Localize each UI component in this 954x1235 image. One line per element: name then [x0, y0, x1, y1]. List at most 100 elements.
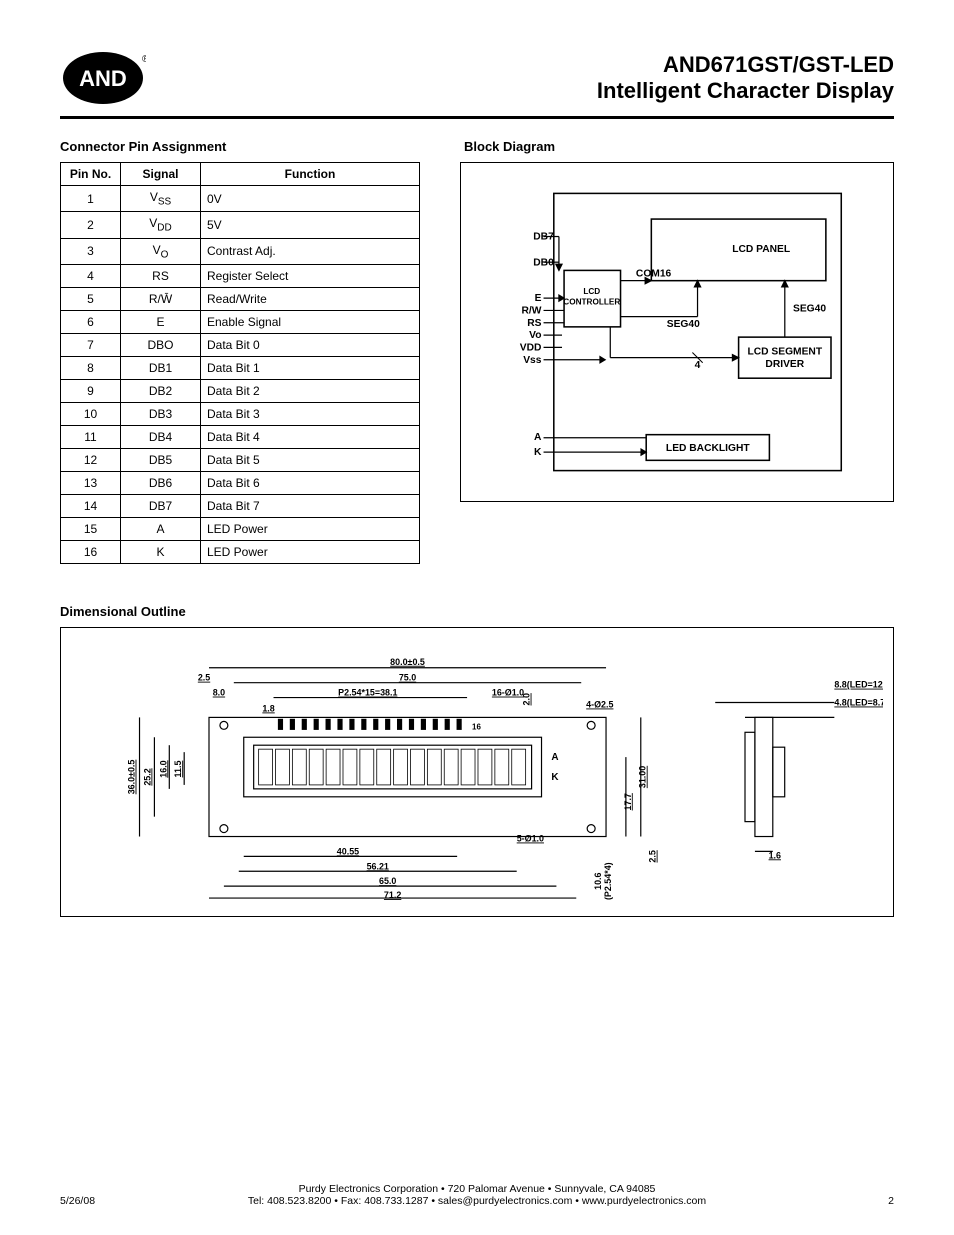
dim-80: 80.0±0.5	[390, 657, 425, 667]
table-row: 10DB3Data Bit 3	[61, 403, 420, 426]
segment-driver-label-2: DRIVER	[765, 359, 804, 370]
signal-cell: RS	[121, 265, 201, 288]
col-signal: Signal	[121, 163, 201, 186]
function-cell: LED Power	[201, 518, 420, 541]
function-cell: 0V	[201, 186, 420, 212]
pin-table-heading: Connector Pin Assignment	[60, 139, 420, 154]
dim-5hole: 5-Ø1.0	[517, 834, 544, 844]
dim-pitch: P2.54*15=38.1	[338, 688, 397, 698]
function-cell: Contrast Adj.	[201, 238, 420, 264]
dim-side-4-8: 4.8(LED=8.7)	[834, 698, 883, 708]
pin-no-cell: 2	[61, 212, 121, 238]
function-cell: Data Bit 4	[201, 426, 420, 449]
title-line2: Intelligent Character Display	[597, 78, 894, 104]
table-row: 5R/W̄Read/Write	[61, 288, 420, 311]
controller-label-2: CONTROLLER	[563, 297, 620, 306]
marker-a: A	[551, 752, 558, 763]
dim-p254-4: (P2.54*4)	[603, 862, 613, 900]
dim-h36: 36.0±0.5	[127, 760, 137, 795]
dim-4hole: 4-Ø2.5	[586, 700, 613, 710]
block-diagram-box: LCD PANEL LCD CONTROLLER LCD SEGMENT DRI…	[460, 162, 894, 502]
function-cell: Enable Signal	[201, 311, 420, 334]
dim-side-1-6: 1.6	[769, 851, 781, 861]
function-cell: Data Bit 7	[201, 495, 420, 518]
dim-side-8-8: 8.8(LED=12.7)	[834, 680, 883, 690]
table-row: 7DBOData Bit 0	[61, 334, 420, 357]
function-cell: Data Bit 0	[201, 334, 420, 357]
svg-text:®: ®	[142, 54, 146, 65]
table-row: 1VSS0V	[61, 186, 420, 212]
block-diagram-section: Block Diagram LCD PANEL LCD CONTROLLER L…	[460, 139, 894, 564]
title-line1: AND671GST/GST-LED	[597, 52, 894, 78]
table-row: 8DB1Data Bit 1	[61, 357, 420, 380]
pin-assignment-section: Connector Pin Assignment Pin No. Signal …	[60, 139, 420, 564]
controller-label-1: LCD	[583, 287, 600, 296]
title-block: AND671GST/GST-LED Intelligent Character …	[597, 52, 894, 104]
pin-no-cell: 6	[61, 311, 121, 334]
main-content: Connector Pin Assignment Pin No. Signal …	[60, 139, 894, 564]
dim-2-5b: 2.5	[648, 850, 658, 862]
input-vss: Vss	[523, 355, 542, 366]
dim-65: 65.0	[379, 876, 396, 886]
col-function: Function	[201, 163, 420, 186]
function-cell: LED Power	[201, 541, 420, 564]
pin16-label: 16	[472, 722, 481, 731]
pin-no-cell: 5	[61, 288, 121, 311]
signal-cell: R/W̄	[121, 288, 201, 311]
page-footer: Purdy Electronics Corporation • 720 Palo…	[60, 1183, 894, 1207]
dim-h11: 11.5	[173, 761, 183, 778]
dim-71-2: 71.2	[384, 890, 401, 900]
pin-no-cell: 14	[61, 495, 121, 518]
pin-table: Pin No. Signal Function 1VSS0V2VDD5V3VOC…	[60, 162, 420, 564]
dim-h16: 16.0	[158, 760, 168, 777]
signal-cell: K	[121, 541, 201, 564]
function-cell: Data Bit 1	[201, 357, 420, 380]
dim-h25: 25.2	[142, 768, 152, 785]
backlight-label: LED BACKLIGHT	[666, 443, 750, 454]
input-vdd: VDD	[520, 342, 542, 353]
pin-no-cell: 1	[61, 186, 121, 212]
table-row: 9DB2Data Bit 2	[61, 380, 420, 403]
signal-cell: DB7	[121, 495, 201, 518]
dimensional-outline-section: Dimensional Outline	[60, 604, 894, 917]
pin-no-cell: 10	[61, 403, 121, 426]
seg40-right-label: SEG40	[793, 303, 826, 314]
pin-no-cell: 11	[61, 426, 121, 449]
footer-date: 5/26/08	[60, 1195, 95, 1207]
dim-56-21: 56.21	[367, 861, 389, 871]
dim-2-5: 2.5	[198, 673, 210, 683]
signal-cell: DB3	[121, 403, 201, 426]
dim-75: 75.0	[399, 673, 416, 683]
function-cell: Read/Write	[201, 288, 420, 311]
block-diagram-heading: Block Diagram	[464, 139, 894, 154]
input-a: A	[534, 432, 542, 443]
function-cell: Data Bit 5	[201, 449, 420, 472]
bus4-label: 4	[695, 360, 701, 371]
signal-cell: DB2	[121, 380, 201, 403]
input-e: E	[535, 293, 542, 304]
signal-cell: DB5	[121, 449, 201, 472]
and-logo: AND ®	[60, 50, 146, 106]
signal-cell: A	[121, 518, 201, 541]
pin-no-cell: 8	[61, 357, 121, 380]
pin-no-cell: 9	[61, 380, 121, 403]
pin-no-cell: 16	[61, 541, 121, 564]
page-header: AND ® AND671GST/GST-LED Intelligent Char…	[60, 50, 894, 119]
dim-8-0: 8.0	[213, 688, 225, 698]
table-row: 15ALED Power	[61, 518, 420, 541]
function-cell: Data Bit 2	[201, 380, 420, 403]
function-cell: Register Select	[201, 265, 420, 288]
dim-outline-heading: Dimensional Outline	[60, 604, 894, 619]
signal-cell: DB6	[121, 472, 201, 495]
table-row: 3VOContrast Adj.	[61, 238, 420, 264]
pin-no-cell: 15	[61, 518, 121, 541]
table-row: 16KLED Power	[61, 541, 420, 564]
pin-no-cell: 3	[61, 238, 121, 264]
lcd-panel-label: LCD PANEL	[732, 244, 790, 255]
function-cell: Data Bit 6	[201, 472, 420, 495]
dim-40-55: 40.55	[337, 847, 359, 857]
dim-17-7: 17.7	[623, 793, 633, 810]
dim-16hole: 16-Ø1.0	[492, 688, 524, 698]
input-vo: Vo	[529, 330, 541, 341]
pin-no-cell: 4	[61, 265, 121, 288]
